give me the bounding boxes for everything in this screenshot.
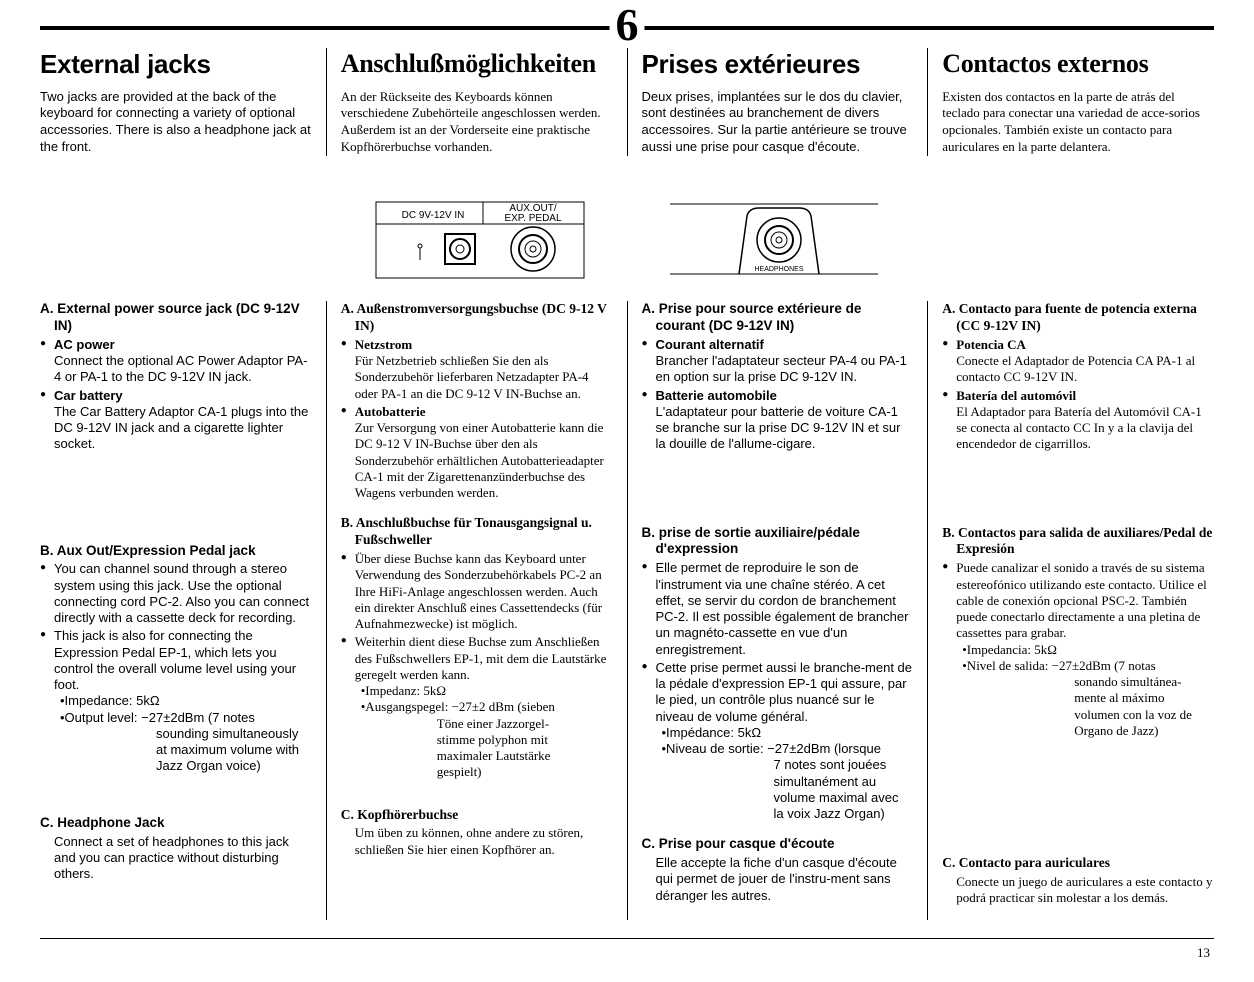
es-c-text: Conecte un juego de auriculares a este c… xyxy=(942,874,1214,907)
de-section-a: A. Außenstromversorgungsbuchse (DC 9-12 … xyxy=(341,301,613,501)
en-c-title: C. Headphone Jack xyxy=(40,815,312,832)
de-section-c: C. Kopfhörerbuchse Um üben zu können, oh… xyxy=(341,807,613,858)
en-c-text: Connect a set of headphones to this jack… xyxy=(40,834,312,883)
list-item: Courant alternatifBrancher l'adaptateur … xyxy=(642,337,914,386)
en-section-c: C. Headphone Jack Connect a set of headp… xyxy=(40,815,312,883)
intro-fr: Deux prises, implantées sur le dos du cl… xyxy=(642,89,914,157)
intro-es: Existen dos contactos en la parte de atr… xyxy=(942,89,1214,157)
de-b-title: B. Anschlußbuchse für Tonausgangsignal u… xyxy=(341,515,613,549)
list-item: Car batteryThe Car Battery Adaptor CA-1 … xyxy=(40,388,312,453)
body-row: A. External power source jack (DC 9-12V … xyxy=(40,301,1214,920)
list-item: You can channel sound through a stereo s… xyxy=(40,561,312,626)
heading-en: External jacks xyxy=(40,48,312,81)
heading-fr: Prises extérieures xyxy=(642,48,914,81)
es-section-b: B. Contactos para salida de auxiliares/P… xyxy=(942,525,1214,740)
heading-es: Contactos externos xyxy=(942,48,1214,81)
en-section-b: B. Aux Out/Expression Pedal jack You can… xyxy=(40,543,312,775)
list-item: Elle permet de reproduire le son de l'in… xyxy=(642,560,914,658)
es-section-c: C. Contacto para auriculares Conecte un … xyxy=(942,855,1214,906)
svg-text:DC 9V-12V IN: DC 9V-12V IN xyxy=(402,210,465,221)
de-c-text: Um üben zu können, ohne andere zu stören… xyxy=(341,825,613,858)
es-section-a: A. Contacto para fuente de potencia exte… xyxy=(942,301,1214,453)
list-item: Puede canalizar el sonido a través de su… xyxy=(942,560,1214,739)
list-item: Batterie automobileL'adaptateur pour bat… xyxy=(642,388,914,453)
fr-section-b: B. prise de sortie auxiliaire/pédale d'e… xyxy=(642,525,914,823)
en-a-title: A. External power source jack (DC 9-12V … xyxy=(40,301,312,335)
es-c-title: C. Contacto para auriculares xyxy=(942,855,1214,872)
list-item: Batería del automóvilEl Adaptador para B… xyxy=(942,388,1214,453)
en-section-a: A. External power source jack (DC 9-12V … xyxy=(40,301,312,453)
chapter-number: 6 xyxy=(610,2,645,48)
fr-section-c: C. Prise pour casque d'écoute Elle accep… xyxy=(642,836,914,904)
fr-a-title: A. Prise pour source extérieure de coura… xyxy=(642,301,914,335)
fr-c-title: C. Prise pour casque d'écoute xyxy=(642,836,914,853)
list-item: AutobatterieZur Versorgung von einer Aut… xyxy=(341,404,613,502)
headphone-jack-diagram: HEADPHONES xyxy=(669,184,879,279)
list-item: Über diese Buchse kann das Keyboard unte… xyxy=(341,551,613,632)
rear-jacks-diagram: DC 9V-12V IN AUX.OUT/ EXP. PEDAL xyxy=(375,184,585,279)
chapter-rule: 6 xyxy=(40,26,1214,30)
es-a-title: A. Contacto para fuente de potencia exte… xyxy=(942,301,1214,335)
list-item: NetzstromFür Netzbetrieb schließen Sie d… xyxy=(341,337,613,402)
intro-de: An der Rückseite des Keyboards können ve… xyxy=(341,89,613,157)
de-section-b: B. Anschlußbuchse für Tonausgangsignal u… xyxy=(341,515,613,780)
list-item: Cette prise permet aussi le branche-ment… xyxy=(642,660,914,823)
intro-row: External jacks Two jacks are provided at… xyxy=(40,48,1214,156)
en-b-title: B. Aux Out/Expression Pedal jack xyxy=(40,543,312,560)
svg-text:HEADPHONES: HEADPHONES xyxy=(754,266,803,273)
list-item: Weiterhin dient diese Buchse zum Anschli… xyxy=(341,634,613,780)
de-a-title: A. Außenstromversorgungsbuchse (DC 9-12 … xyxy=(341,301,613,335)
list-item: This jack is also for connecting the Exp… xyxy=(40,628,312,774)
list-item: AC powerConnect the optional AC Power Ad… xyxy=(40,337,312,386)
heading-de: Anschlußmöglichkeiten xyxy=(341,48,613,81)
svg-text:EXP. PEDAL: EXP. PEDAL xyxy=(505,213,563,224)
fr-b-title: B. prise de sortie auxiliaire/pédale d'e… xyxy=(642,525,914,559)
es-b-title: B. Contactos para salida de auxiliares/P… xyxy=(942,525,1214,559)
fr-section-a: A. Prise pour source extérieure de coura… xyxy=(642,301,914,453)
de-c-title: C. Kopfhörerbuchse xyxy=(341,807,613,824)
diagram-row: DC 9V-12V IN AUX.OUT/ EXP. PEDAL xyxy=(40,184,1214,279)
intro-en: Two jacks are provided at the back of th… xyxy=(40,89,312,157)
list-item: Potencia CAConecte el Adaptador de Poten… xyxy=(942,337,1214,386)
footer-rule xyxy=(40,938,1214,939)
fr-c-text: Elle accepte la fiche d'un casque d'écou… xyxy=(642,855,914,904)
